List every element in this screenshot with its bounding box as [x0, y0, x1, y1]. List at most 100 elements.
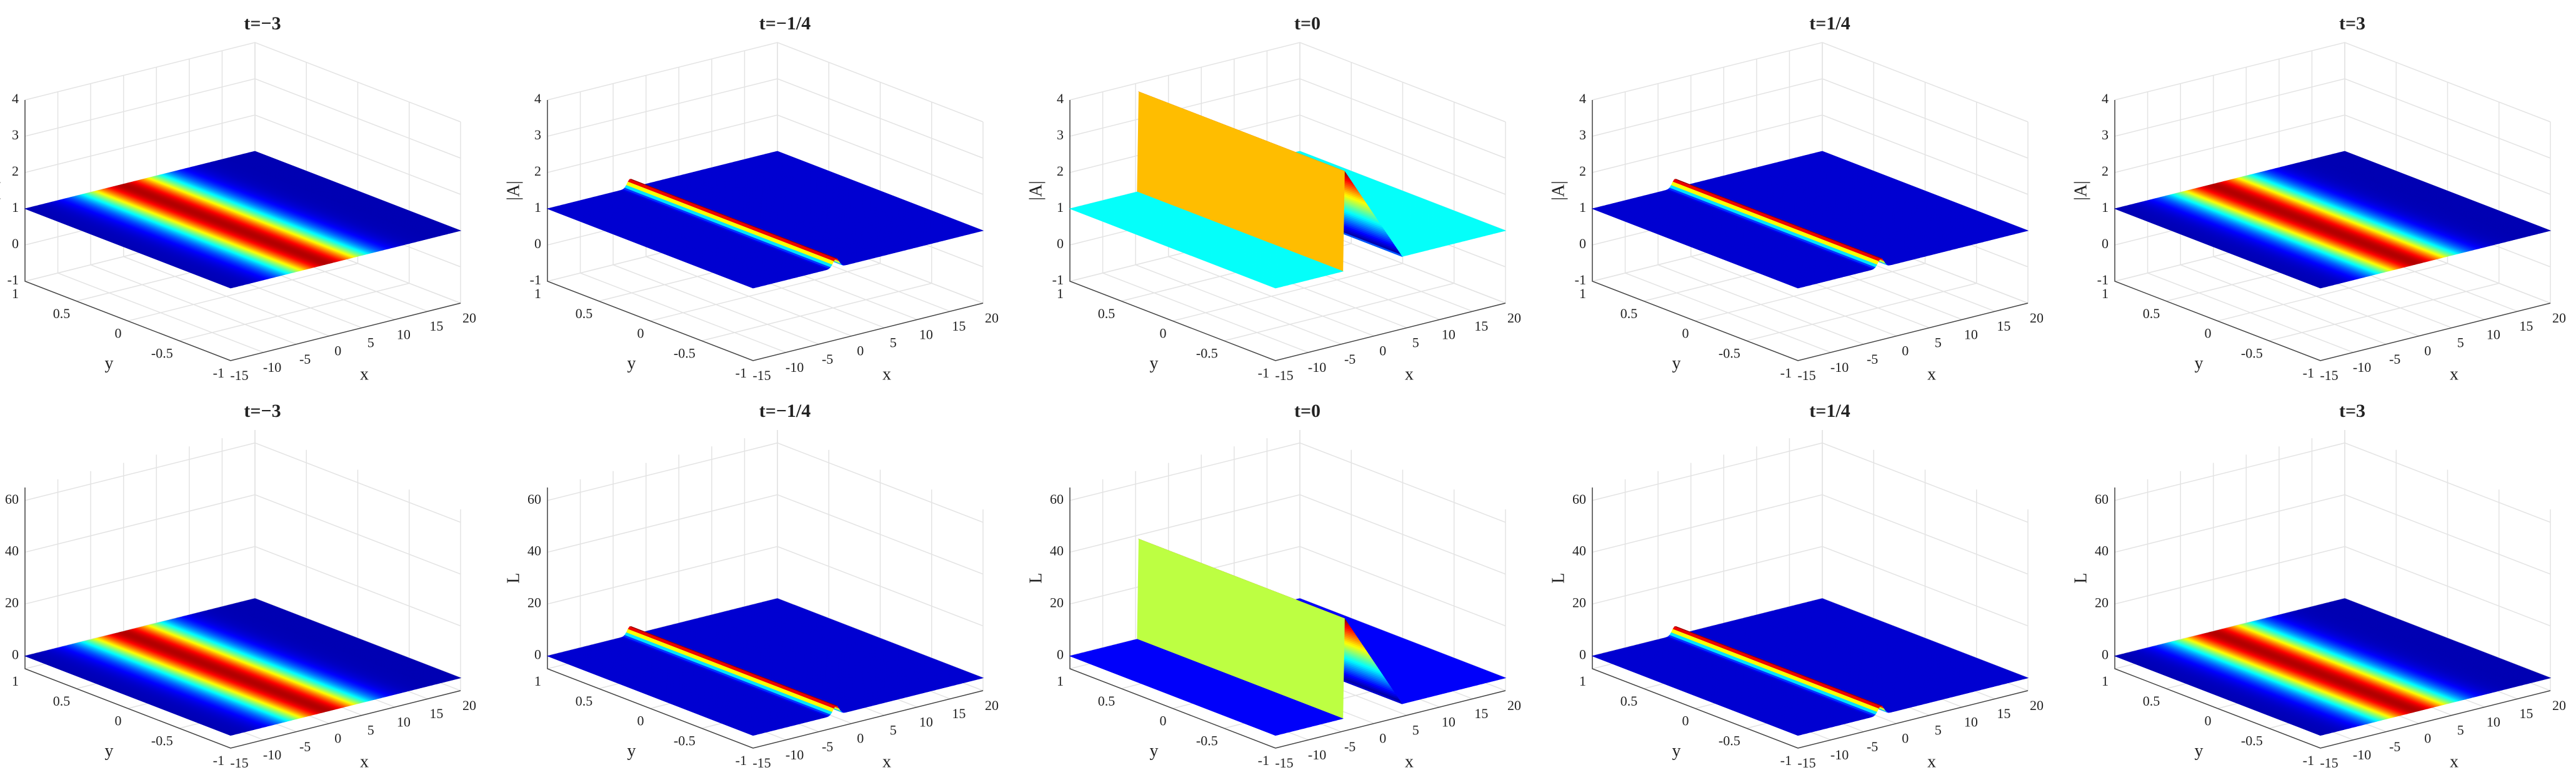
- grid-line: [1592, 494, 2029, 575]
- x-tick-label: 0: [2424, 343, 2431, 359]
- x-tick-label: -5: [1344, 351, 1355, 367]
- y-tick-label: 1: [534, 286, 541, 301]
- y-tick-label: 0: [1682, 713, 1689, 729]
- surface: [1591, 598, 2029, 736]
- x-tick-label: 10: [2487, 714, 2500, 729]
- x-tick-label: 0: [2424, 731, 2431, 746]
- y-tick-label: 0: [1160, 713, 1167, 729]
- x-tick-label: 5: [1412, 334, 1419, 350]
- axis-edge: [2114, 488, 2551, 749]
- z-tick-label: 4: [12, 91, 19, 106]
- surface: [1069, 538, 1507, 736]
- x-tick-label: 0: [1379, 731, 1386, 746]
- y-axis-label: y: [2195, 354, 2204, 373]
- axis-edge: [24, 488, 461, 749]
- x-tick-label: 10: [1964, 714, 1978, 729]
- grid-line: [547, 114, 984, 195]
- x-tick-label: 0: [334, 731, 341, 746]
- grid-line: [24, 546, 461, 627]
- grid-line: [24, 42, 461, 122]
- x-tick-label: 20: [2030, 310, 2044, 326]
- z-tick-label: 2: [534, 163, 541, 179]
- y-axis-label: y: [627, 741, 636, 761]
- axis-edge: [24, 100, 461, 361]
- grid-line: [2114, 442, 2551, 523]
- x-tick-label: 5: [1935, 722, 1942, 738]
- x-tick-label: -10: [263, 747, 281, 762]
- x-tick-label: 15: [952, 706, 966, 721]
- surface-strip: [2114, 208, 2323, 289]
- z-tick-label: 60: [2095, 491, 2109, 507]
- y-tick-label: -1: [213, 752, 224, 768]
- x-axis-label: x: [882, 752, 891, 771]
- y-tick-label: 0: [1160, 326, 1167, 341]
- x-tick-label: 5: [367, 334, 374, 350]
- x-axis-label: x: [882, 364, 891, 384]
- z-tick-label: 1: [534, 199, 541, 215]
- z-tick-label: 4: [1057, 91, 1064, 106]
- z-tick-label: -1: [530, 272, 541, 288]
- z-tick-label: 0: [12, 646, 19, 662]
- y-tick-label: -1: [1258, 752, 1269, 768]
- z-tick-label: 3: [534, 127, 541, 142]
- z-tick-label: 40: [5, 543, 19, 559]
- y-tick-label: 0: [1682, 326, 1689, 341]
- z-tick-label: 0: [1057, 646, 1064, 662]
- x-tick-label: -5: [2389, 351, 2400, 367]
- x-tick-label: 15: [1997, 318, 2010, 334]
- x-tick-label: -15: [1797, 368, 1815, 383]
- z-tick-label: 60: [1572, 491, 1586, 507]
- panel: t=1/4-15-10-505101520-1-0.500.51-101234x…: [1549, 13, 2044, 384]
- z-axis-label: L: [0, 572, 1, 583]
- x-tick-label: -10: [2353, 359, 2371, 375]
- y-axis-label: y: [1150, 354, 1159, 373]
- z-tick-label: 1: [12, 199, 19, 215]
- z-tick-label: 0: [534, 236, 541, 251]
- y-tick-label: 1: [1057, 673, 1064, 689]
- y-tick-label: 0.5: [2143, 306, 2160, 321]
- x-tick-label: 10: [919, 326, 933, 342]
- x-tick-label: 0: [334, 343, 341, 359]
- y-tick-label: 0: [2205, 326, 2212, 341]
- z-tick-label: 20: [2095, 594, 2109, 610]
- grid-line: [1592, 442, 2029, 523]
- y-tick-label: 0.5: [1620, 306, 1638, 321]
- y-tick-label: 0: [115, 713, 122, 729]
- x-tick-label: 5: [2457, 334, 2464, 350]
- x-tick-label: 0: [857, 731, 864, 746]
- z-axis-label: L: [1549, 572, 1568, 583]
- x-tick-label: -15: [1275, 368, 1293, 383]
- y-axis-label: y: [1672, 354, 1681, 373]
- y-tick-label: 1: [12, 673, 19, 689]
- x-tick-label: 20: [985, 310, 999, 326]
- grid-line: [547, 494, 984, 575]
- x-tick-label: -15: [752, 368, 771, 383]
- z-tick-label: 20: [1572, 594, 1586, 610]
- x-tick-label: 10: [397, 326, 411, 342]
- y-tick-label: -0.5: [2241, 345, 2263, 361]
- z-tick-label: 4: [1579, 91, 1586, 106]
- surface: [2114, 151, 2552, 289]
- x-tick-label: 5: [1935, 334, 1942, 350]
- surface-strip: [2114, 655, 2323, 736]
- x-tick-label: -5: [1344, 739, 1355, 754]
- axis-edge: [2114, 100, 2551, 361]
- x-tick-label: 15: [1474, 318, 1488, 334]
- axis-edge: [547, 488, 984, 749]
- z-tick-label: 0: [12, 236, 19, 251]
- y-tick-label: 0.5: [576, 693, 593, 709]
- x-tick-label: -10: [786, 359, 804, 375]
- x-axis-label: x: [360, 364, 369, 384]
- grid-line: [1069, 442, 1506, 523]
- z-tick-label: 3: [1579, 127, 1586, 142]
- x-tick-label: -15: [1797, 755, 1815, 771]
- x-tick-label: 15: [2519, 706, 2533, 721]
- surface: [1591, 151, 2029, 289]
- panel-title: t=1/4: [1809, 13, 1850, 34]
- panel-title: t=1/4: [1809, 401, 1850, 421]
- x-tick-label: -15: [230, 755, 248, 771]
- z-tick-label: 3: [12, 127, 19, 142]
- panel-title: t=0: [1294, 13, 1320, 34]
- x-tick-label: 5: [367, 722, 374, 738]
- grid-line: [547, 78, 984, 159]
